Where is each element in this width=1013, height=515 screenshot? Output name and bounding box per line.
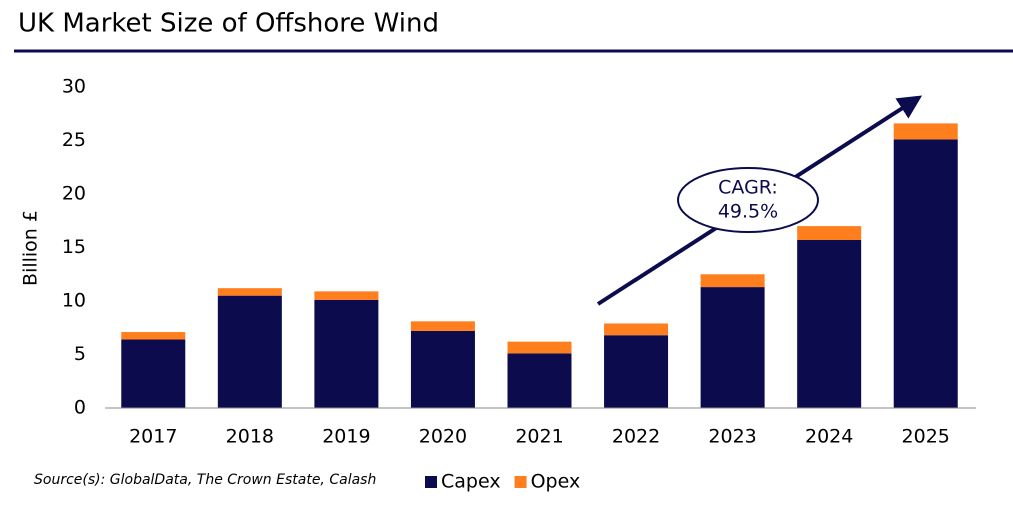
bar-segment	[604, 335, 669, 408]
bar-segment	[700, 287, 765, 408]
bar-segment	[410, 330, 475, 408]
y-tick-label: 5	[74, 343, 86, 365]
y-tick-label: 15	[62, 236, 86, 258]
bar-segment	[604, 323, 669, 336]
chart-title: UK Market Size of Offshore Wind	[18, 9, 439, 39]
bar-segment	[700, 274, 765, 288]
bar-segment	[410, 321, 475, 331]
x-tick-label: 2020	[419, 426, 467, 448]
bar-segment	[121, 332, 186, 340]
y-tick-label: 20	[62, 183, 86, 205]
bar-segment	[893, 139, 958, 408]
annotation-text: CAGR:	[718, 177, 778, 199]
legend-swatch	[425, 476, 437, 488]
x-tick-label: 2019	[322, 426, 370, 448]
x-tick-label: 2018	[226, 426, 274, 448]
bar-segment	[507, 353, 572, 408]
bar-segment	[893, 123, 958, 140]
x-tick-label: 2025	[902, 426, 950, 448]
bar-segment	[314, 291, 379, 300]
bar-segment	[217, 295, 282, 408]
bar-segment	[121, 339, 186, 408]
x-tick-label: 2021	[515, 426, 563, 448]
bar-segment	[507, 341, 572, 354]
source-note: Source(s): GlobalData, The Crown Estate,…	[34, 472, 376, 488]
legend-swatch	[514, 476, 527, 488]
y-tick-label: 0	[74, 397, 86, 419]
annotation-text: 49.5%	[718, 201, 778, 223]
bar-segment	[314, 299, 379, 408]
y-tick-label: 30	[62, 76, 86, 98]
x-tick-label: 2017	[129, 426, 177, 448]
bar-segment	[797, 226, 862, 241]
y-tick-label: 25	[62, 129, 86, 151]
y-tick-label: 10	[62, 290, 86, 312]
x-tick-label: 2024	[805, 426, 853, 448]
legend-label: Capex	[441, 471, 501, 493]
legend-label: Opex	[531, 471, 581, 493]
bar-segment	[797, 240, 862, 408]
bar-segment	[217, 288, 282, 296]
x-tick-label: 2022	[612, 426, 660, 448]
x-tick-label: 2023	[708, 426, 756, 448]
y-axis-label: Billion £	[20, 210, 42, 286]
annotation-bubble	[677, 167, 819, 233]
